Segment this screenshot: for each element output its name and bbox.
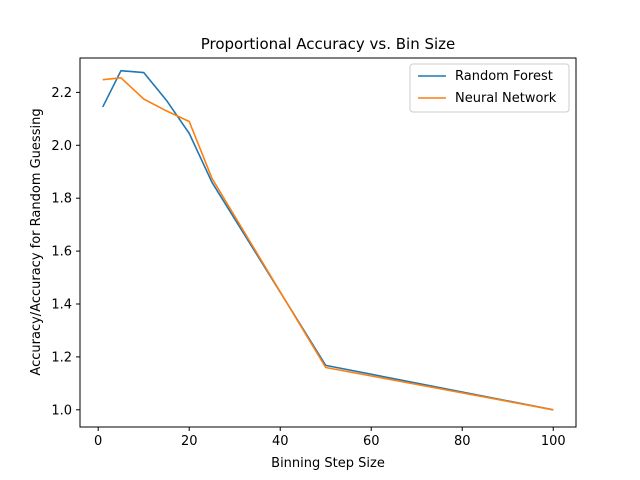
y-tick-label: 2.2	[51, 86, 72, 101]
chart-title: Proportional Accuracy vs. Bin Size	[201, 35, 456, 53]
x-axis-ticks: 0 20 40 60 80 100	[94, 427, 566, 449]
y-tick-label: 1.8	[51, 192, 72, 207]
x-tick-label: 100	[541, 434, 566, 449]
y-tick-label: 1.4	[51, 298, 72, 313]
x-axis-label: Binning Step Size	[271, 456, 385, 471]
legend: Random Forest Neural Network	[409, 63, 570, 113]
x-tick-label: 20	[181, 434, 198, 449]
x-tick-label: 0	[94, 434, 102, 449]
y-axis-ticks: 1.0 1.2 1.4 1.6 1.8 2.0 2.2	[51, 86, 80, 418]
legend-label-random-forest: Random Forest	[455, 69, 553, 84]
y-tick-label: 1.0	[51, 403, 72, 418]
x-tick-label: 80	[454, 434, 471, 449]
y-tick-label: 1.2	[51, 350, 72, 365]
y-axis-label: Accuracy/Accuracy for Random Guessing	[29, 108, 44, 375]
x-tick-label: 40	[272, 434, 289, 449]
legend-box	[409, 63, 570, 113]
legend-label-neural-network: Neural Network	[455, 91, 557, 106]
y-tick-label: 1.6	[51, 245, 72, 260]
series-lines	[102, 69, 554, 411]
y-tick-label: 2.0	[51, 139, 72, 154]
series-line-neural-network	[102, 77, 554, 411]
plot-area-frame	[79, 57, 577, 428]
x-tick-label: 60	[363, 434, 380, 449]
